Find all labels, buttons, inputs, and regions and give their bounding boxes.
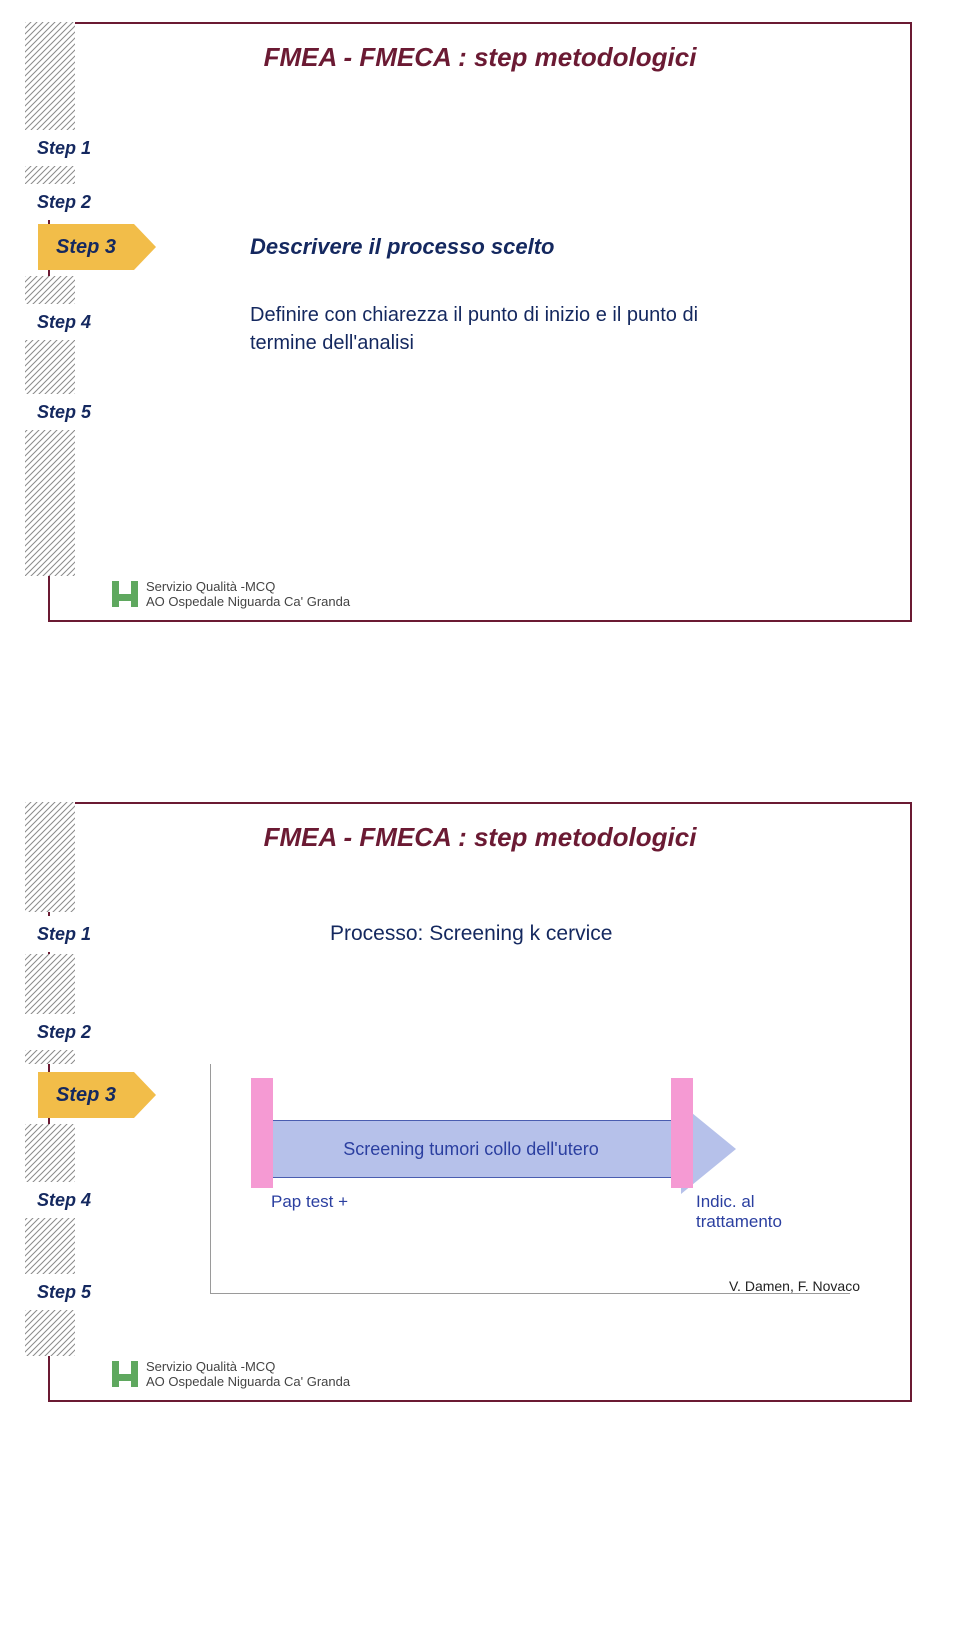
step-label-text: Step 5 [37, 402, 91, 423]
diagram-label-line: trattamento [696, 1212, 782, 1232]
marker-start [251, 1078, 273, 1188]
step-arrow-head [134, 1072, 156, 1118]
footer-line: AO Ospedale Niguarda Ca' Granda [146, 594, 350, 610]
step-arrow-text: Step 3 [56, 1084, 116, 1107]
flow-arrow: Screening tumori collo dell'utero [261, 1104, 736, 1194]
step-label-text: Step 2 [37, 1022, 91, 1043]
slide-title: FMEA - FMECA : step metodologici [50, 42, 910, 73]
slide-1-inner: FMEA - FMECA : step metodologici Step 1 … [50, 24, 910, 620]
footer-line: AO Ospedale Niguarda Ca' Granda [146, 1374, 350, 1390]
flow-arrow-body: Screening tumori collo dell'utero [261, 1120, 681, 1178]
marker-end [671, 1078, 693, 1188]
step-arrow-3: Step 3 [38, 224, 156, 270]
step-label-text: Step 2 [37, 192, 91, 213]
flow-arrow-text: Screening tumori collo dell'utero [343, 1139, 599, 1160]
step-arrow-body: Step 3 [38, 1072, 134, 1118]
step-label-text: Step 1 [37, 138, 91, 159]
diagram: Screening tumori collo dell'utero Pap te… [210, 1064, 850, 1294]
diagram-label-left: Pap test + [271, 1192, 348, 1212]
step-label-2: Step 2 [22, 1014, 106, 1050]
hatch-fill [25, 802, 75, 912]
step-label-1: Step 1 [22, 130, 106, 166]
step-label-5: Step 5 [22, 1274, 106, 1310]
footer-text: Servizio Qualità -MCQ AO Ospedale Niguar… [146, 1359, 350, 1390]
step-arrow-body: Step 3 [38, 224, 134, 270]
hatch-bar [25, 1124, 75, 1356]
step-arrow-head [134, 224, 156, 270]
slide-title: FMEA - FMECA : step metodologici [50, 822, 910, 853]
step-label-1: Step 1 [22, 916, 106, 952]
step-label-5: Step 5 [22, 394, 106, 430]
logo-icon [110, 1361, 140, 1387]
diagram-label-right: Indic. al trattamento [696, 1192, 782, 1232]
step-label-text: Step 5 [37, 1282, 91, 1303]
step-label-text: Step 4 [37, 312, 91, 333]
content-body-line: Definire con chiarezza il punto di inizi… [250, 304, 698, 327]
content-heading: Descrivere il processo scelto [250, 234, 555, 260]
diagram-label-line: Indic. al [696, 1192, 782, 1212]
footer-line: Servizio Qualità -MCQ [146, 579, 350, 595]
footer: Servizio Qualità -MCQ AO Ospedale Niguar… [110, 1359, 350, 1390]
step-arrow-3: Step 3 [38, 1072, 156, 1118]
step-label-4: Step 4 [22, 1182, 106, 1218]
step-label-2: Step 2 [22, 184, 106, 220]
footer-line: Servizio Qualità -MCQ [146, 1359, 350, 1375]
content-body-line: termine dell'analisi [250, 332, 414, 355]
hatch-fill [25, 1124, 75, 1356]
credit-text: V. Damen, F. Novaco [729, 1278, 860, 1294]
slide-2-inner: FMEA - FMECA : step metodologici Step 1 … [50, 804, 910, 1400]
footer-text: Servizio Qualità -MCQ AO Ospedale Niguar… [146, 579, 350, 610]
content-heading: Processo: Screening k cervice [330, 922, 612, 946]
slide-1: FMEA - FMECA : step metodologici Step 1 … [48, 22, 912, 622]
logo-icon [110, 581, 140, 607]
step-label-4: Step 4 [22, 304, 106, 340]
hatch-bar [25, 802, 75, 912]
step-label-text: Step 1 [37, 924, 91, 945]
step-label-text: Step 4 [37, 1190, 91, 1211]
slide-2: FMEA - FMECA : step metodologici Step 1 … [48, 802, 912, 1402]
step-arrow-text: Step 3 [56, 236, 116, 259]
footer: Servizio Qualità -MCQ AO Ospedale Niguar… [110, 579, 350, 610]
